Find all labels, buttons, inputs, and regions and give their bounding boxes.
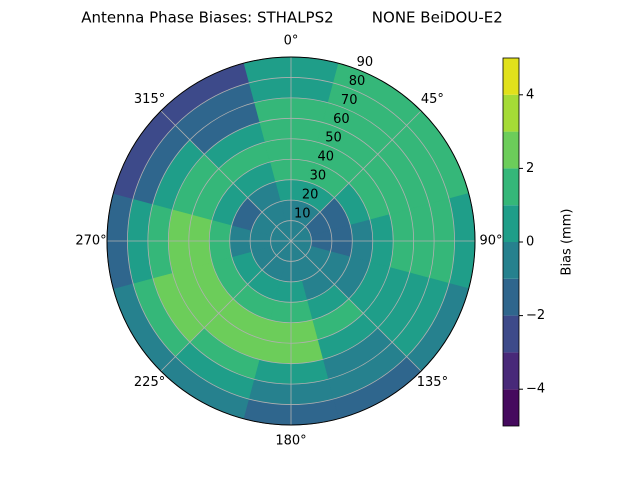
colorbar-tick-label: 4 [526,87,534,102]
colorbar-label: Bias (mm) [560,209,575,276]
colorbar-band [503,94,519,132]
colorbar-band [503,352,519,390]
colorbar-band [503,58,519,95]
colorbar-band [503,242,519,279]
colorbar-band [503,278,519,316]
angular-grid-line [160,110,292,242]
r-tick-label: 10 [294,206,311,221]
r-tick-label: 80 [349,74,366,89]
colorbar: −4 −2 0 2 4 [502,57,545,427]
colorbar-tick-label: 2 [526,161,534,176]
theta-tick-label: 225° [134,375,165,390]
plot-border [106,56,476,426]
polar-plot: 10 20 30 40 50 60 70 80 90 0° 45° 90° 135° 180° 225° 27… [75,34,502,449]
theta-tick-label: 45° [421,92,444,107]
theta-tick-label: 0° [284,34,299,49]
colorbar-tick-label: 0 [526,235,534,250]
angular-grid-line [290,240,422,372]
r-tick-label: 30 [310,169,327,184]
r-tick-label: 60 [333,112,350,127]
colorbar-tick-label: −2 [526,308,545,323]
r-tick-label: 70 [341,93,358,108]
theta-tick-label: 135° [417,375,448,390]
r-tick-label: 20 [302,187,319,202]
r-tick-label: 40 [317,150,334,165]
colorbar-tick-label: −4 [526,382,545,397]
angular-grid-line [160,240,292,372]
angular-grid-line [290,110,422,242]
theta-tick-label: 270° [75,234,106,249]
theta-tick-label: 180° [275,434,306,449]
theta-tick-label: 90° [479,234,502,249]
colorbar-band [503,315,519,353]
colorbar-band [503,205,519,242]
colorbar-band [503,131,519,169]
r-tick-label: 90 [357,55,374,70]
theta-tick-label: 315° [134,92,165,107]
r-tick-label: 50 [325,131,342,146]
chart-title: Antenna Phase Biases: STHALPS2 NONE BeiD… [81,9,503,27]
colorbar-band [503,389,519,426]
colorbar-band [503,168,519,206]
